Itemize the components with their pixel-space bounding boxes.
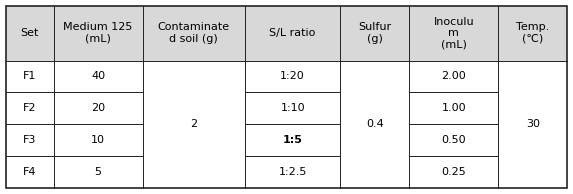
Bar (6, 6, 567, 61)
Text: 30: 30 (526, 119, 540, 129)
Text: S/L ratio: S/L ratio (269, 28, 316, 38)
Text: F3: F3 (23, 135, 37, 145)
Text: 10: 10 (91, 135, 105, 145)
Text: 0.50: 0.50 (441, 135, 466, 145)
Text: 0.4: 0.4 (366, 119, 384, 129)
Text: 2.00: 2.00 (441, 71, 466, 81)
Text: 40: 40 (91, 71, 105, 81)
Text: 0.25: 0.25 (441, 167, 466, 177)
Text: 1:10: 1:10 (280, 103, 305, 113)
Text: Contaminate
d soil (g): Contaminate d soil (g) (158, 22, 230, 44)
Text: 20: 20 (91, 103, 105, 113)
Text: 5: 5 (95, 167, 101, 177)
Text: 2: 2 (190, 119, 197, 129)
Text: 1:5: 1:5 (282, 135, 303, 145)
Text: Temp.
(℃): Temp. (℃) (516, 22, 550, 44)
Text: 1.00: 1.00 (441, 103, 466, 113)
Text: F4: F4 (23, 167, 37, 177)
Text: Medium 125
(mL): Medium 125 (mL) (64, 22, 133, 44)
Text: 1:20: 1:20 (280, 71, 305, 81)
Text: Sulfur
(g): Sulfur (g) (358, 22, 391, 44)
Text: Set: Set (21, 28, 39, 38)
Text: Inoculu
m
(mL): Inoculu m (mL) (434, 16, 474, 50)
Text: F1: F1 (23, 71, 37, 81)
Text: 1:2.5: 1:2.5 (278, 167, 307, 177)
Text: F2: F2 (23, 103, 37, 113)
